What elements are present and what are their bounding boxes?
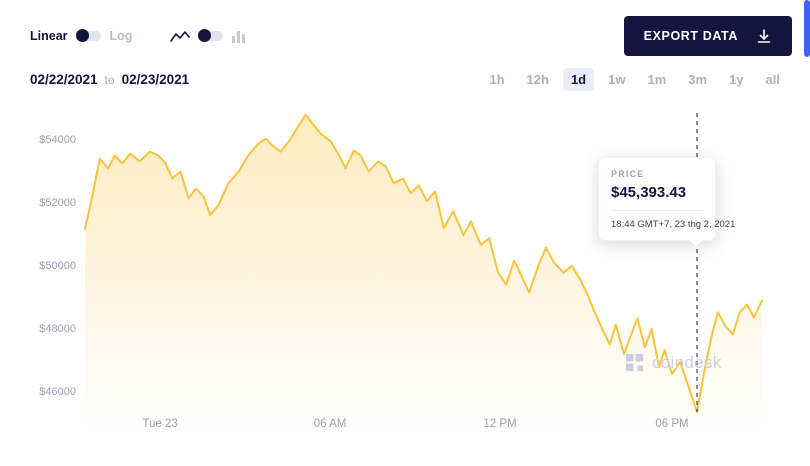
range-tab-3m[interactable]: 3m bbox=[688, 72, 708, 87]
tooltip-price-value: $45,393.43 bbox=[611, 184, 687, 201]
coindesk-watermark: coindesk bbox=[626, 353, 722, 373]
range-tab-1h[interactable]: 1h bbox=[489, 72, 505, 87]
range-tab-1w[interactable]: 1w bbox=[608, 72, 626, 87]
x-axis-label: 06 PM bbox=[655, 418, 689, 430]
scale-toggle-group: Linear Log bbox=[30, 29, 132, 43]
tooltip-price-label: PRICE bbox=[611, 169, 645, 179]
chart-subheader: 02/22/2021 to 02/23/2021 1h 12h 1d 1w 1m 3m 1y… bbox=[0, 56, 810, 91]
coindesk-logo-icon bbox=[626, 354, 644, 372]
price-chart-canvas[interactable] bbox=[0, 93, 810, 449]
log-label[interactable]: Log bbox=[109, 29, 133, 43]
download-icon bbox=[756, 28, 772, 44]
price-line bbox=[84, 113, 763, 414]
range-tabs: 1h 12h 1d 1w 1m 3m 1y all bbox=[481, 68, 788, 91]
y-axis-label: $52000 bbox=[39, 196, 76, 209]
scale-toggle-switch[interactable] bbox=[75, 29, 101, 42]
range-tab-1y[interactable]: 1y bbox=[729, 72, 744, 87]
line-chart-icon[interactable] bbox=[170, 30, 191, 43]
export-data-label: EXPORT DATA bbox=[643, 29, 738, 43]
scrollbar-thumb[interactable] bbox=[804, 0, 810, 57]
bar-chart-icon[interactable] bbox=[232, 30, 246, 43]
price-tooltip: PRICE $45,393.43 18:44 GMT+7, 23 thg 2, … bbox=[598, 157, 736, 247]
x-axis-label: 06 AM bbox=[313, 418, 347, 430]
export-data-button[interactable]: EXPORT DATA bbox=[623, 16, 792, 56]
end-date[interactable]: 02/23/2021 bbox=[121, 72, 190, 87]
range-tab-all[interactable]: all bbox=[765, 72, 780, 87]
tooltip-divider bbox=[611, 210, 703, 211]
y-axis-label: $46000 bbox=[39, 385, 76, 398]
y-axis-label: $48000 bbox=[39, 322, 76, 335]
toggle-knob bbox=[198, 29, 212, 42]
coindesk-watermark-text: coindesk bbox=[652, 353, 722, 372]
y-axis-label: $50000 bbox=[39, 259, 76, 272]
price-area bbox=[85, 114, 762, 433]
range-tab-12h[interactable]: 12h bbox=[526, 72, 549, 87]
price-chart[interactable]: $46000 $48000 $50000 $52000 $54000 Tue 23 06 … bbox=[0, 93, 810, 449]
chart-toolbar: Linear Log EXPORT DATA bbox=[0, 0, 810, 56]
tooltip-pointer bbox=[689, 240, 703, 247]
start-date[interactable]: 02/22/2021 bbox=[30, 72, 98, 87]
date-range-separator: to bbox=[104, 73, 115, 87]
date-range: 02/22/2021 to 02/23/2021 bbox=[30, 72, 189, 87]
tooltip-timestamp: 18:44 GMT+7, 23 thg 2, 2021 bbox=[611, 219, 736, 230]
range-tab-1d[interactable]: 1d bbox=[562, 68, 595, 91]
linear-label[interactable]: Linear bbox=[30, 29, 68, 43]
y-axis-label: $54000 bbox=[39, 133, 76, 146]
x-axis-label: 12 PM bbox=[483, 418, 517, 430]
x-axis-label: Tue 23 bbox=[142, 418, 178, 430]
toggle-knob bbox=[75, 29, 89, 42]
chart-type-toggle-group bbox=[170, 29, 246, 43]
chart-type-switch[interactable] bbox=[198, 29, 224, 42]
range-tab-1m[interactable]: 1m bbox=[647, 72, 667, 87]
